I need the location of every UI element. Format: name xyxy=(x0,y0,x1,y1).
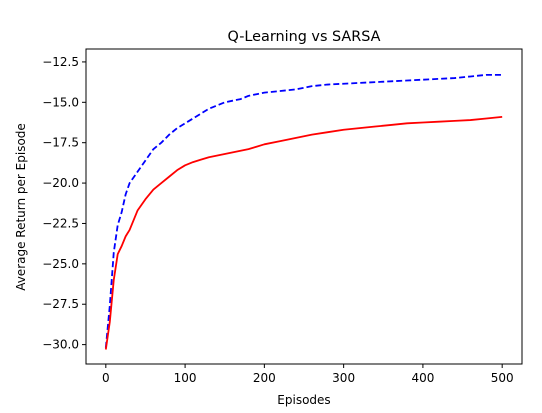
y-tick-label: −27.5 xyxy=(42,297,79,311)
x-tick-label: 100 xyxy=(174,371,197,385)
chart-title: Q-Learning vs SARSA xyxy=(227,29,380,45)
x-tick-label: 500 xyxy=(491,371,514,385)
y-tick-label: −17.5 xyxy=(42,136,79,150)
x-tick-label: 0 xyxy=(102,371,110,385)
y-ticks: −30.0 −27.5 −25.0 −22.5 −20.0 −17.5 −15.0 −12.5 xyxy=(42,55,86,352)
series-layer xyxy=(104,73,503,350)
y-tick-label: −22.5 xyxy=(42,216,79,230)
y-tick-label: −12.5 xyxy=(42,55,79,69)
axes-frame xyxy=(85,48,523,365)
y-tick-label: −30.0 xyxy=(42,338,79,352)
y-axis-label: Average Return per Episode xyxy=(14,123,28,291)
x-tick-label: 400 xyxy=(411,371,434,385)
series-line-1 xyxy=(104,115,503,350)
series-line-0 xyxy=(104,73,503,348)
y-tick-label: −25.0 xyxy=(42,257,79,271)
x-axis-label: Episodes xyxy=(277,393,330,407)
x-tick-label: 300 xyxy=(332,371,355,385)
x-ticks: 0 100 200 300 400 500 xyxy=(102,364,514,385)
x-tick-label: 200 xyxy=(253,371,276,385)
y-tick-label: −20.0 xyxy=(42,176,79,190)
y-tick-label: −15.0 xyxy=(42,95,79,109)
